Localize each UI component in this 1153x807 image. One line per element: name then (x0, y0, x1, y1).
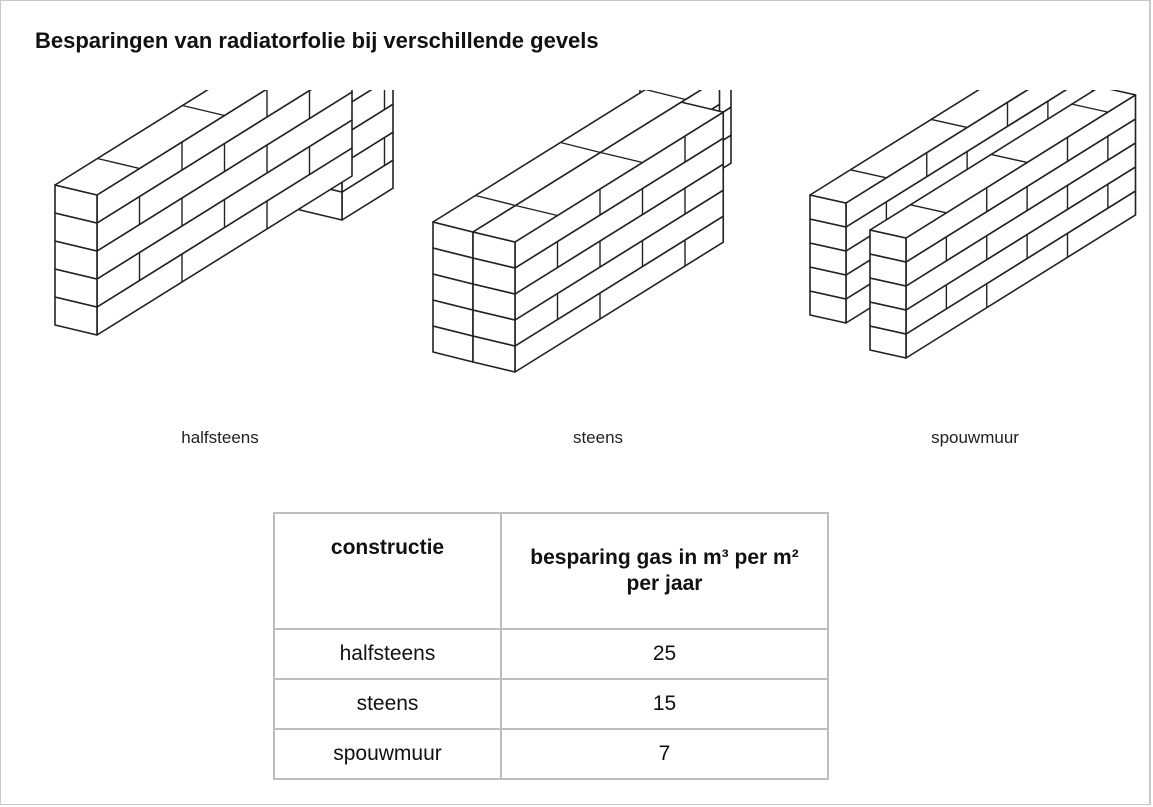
brick-drawing (182, 104, 225, 117)
header-cell: besparing gas in m³ per m² per jaar (500, 512, 829, 630)
brick-drawing (97, 157, 140, 170)
brick-drawing (869, 90, 1137, 239)
brick-drawing (809, 90, 1029, 204)
cell: spouwmuur (273, 728, 502, 780)
brick-drawing (560, 141, 601, 154)
brick-drawing (910, 204, 947, 214)
brick-drawing (930, 118, 968, 129)
title: Besparingen van radiatorfolie bij versch… (35, 28, 599, 53)
savings-table: constructie besparing gas in m³ per m² p… (273, 512, 829, 780)
brick-drawing (990, 153, 1028, 164)
caption: steens (572, 428, 624, 447)
cell: 15 (500, 678, 829, 730)
brick-drawing (515, 204, 558, 217)
cell: 25 (500, 628, 829, 680)
brick-drawing (472, 101, 725, 243)
caption: halfsteens (181, 428, 259, 447)
cell: steens (273, 678, 502, 730)
cell: halfsteens (273, 628, 502, 680)
row: halfsteens 25 (273, 628, 829, 680)
brick-drawing (600, 151, 643, 164)
brick-drawing (475, 194, 516, 207)
brick-drawing (54, 90, 267, 196)
brick-drawing (645, 90, 686, 101)
illustrations (54, 90, 1137, 373)
header-row: constructie besparing gas in m³ per m² p… (273, 512, 829, 630)
row: spouwmuur 7 (273, 728, 829, 780)
brick-drawing (432, 90, 703, 233)
caption: spouwmuur (931, 428, 1019, 447)
brick-drawing (850, 169, 887, 179)
header-cell: constructie (273, 512, 502, 630)
brick-drawing (1071, 103, 1109, 113)
row: steens 15 (273, 678, 829, 730)
cell: 7 (500, 728, 829, 780)
